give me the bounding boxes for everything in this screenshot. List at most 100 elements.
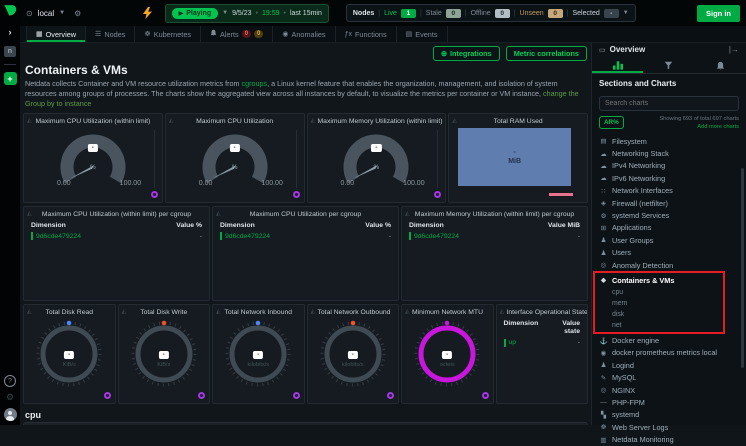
table-chart-card[interactable]: ◭ Maximum Memory Utilization (within lim… xyxy=(401,206,588,301)
sidebar-section-item[interactable]: ∷ Network Interfaces xyxy=(592,185,746,197)
chart-corner-icon[interactable]: ◭ xyxy=(27,210,32,217)
sidebar-section-item[interactable]: ◎ Anomaly Detection xyxy=(592,259,746,271)
anomaly-rate-icon[interactable] xyxy=(151,191,158,198)
tab-functions[interactable]: ƒxFunctions xyxy=(336,26,397,42)
ring-chart-card[interactable]: ◭ Total Network Outbound - kilobits/s xyxy=(307,304,400,404)
anomaly-rate-icon[interactable] xyxy=(104,392,111,399)
tab-overview[interactable]: ▦Overview xyxy=(26,26,86,42)
search-charts-input[interactable] xyxy=(599,96,739,111)
sidebar-section-item[interactable]: ☸ Web Server Logs xyxy=(592,421,746,433)
playing-button[interactable]: ▶Playing xyxy=(172,8,219,19)
sidebar-section-item[interactable]: ◉ docker prometheus metrics local xyxy=(592,347,746,359)
tab-anomalies[interactable]: ◉Anomalies xyxy=(273,26,335,42)
sidebar-section-item[interactable]: ♟ User Groups xyxy=(592,234,746,246)
gauge-chart-card[interactable]: ◭ Maximum CPU Utilization (within limit)… xyxy=(23,113,163,203)
nodes-indicator[interactable]: Nodes | Live1 | Stale0 | Offline0 | Unse… xyxy=(346,4,636,22)
node-shortcut-button[interactable]: n xyxy=(4,46,16,57)
sidebar-subsection-item[interactable]: cpu xyxy=(595,287,723,298)
sidebar-section-item[interactable]: ⚙ systemd Services xyxy=(592,209,746,221)
node-selector[interactable]: local xyxy=(38,9,54,18)
chart-corner-icon[interactable]: ◭ xyxy=(122,308,127,315)
caret-down-icon[interactable]: ▼ xyxy=(623,10,629,16)
table-row[interactable]: 9d6cde479224 - xyxy=(402,231,587,241)
netdata-logo[interactable] xyxy=(3,3,17,17)
help-button[interactable]: ? xyxy=(4,375,16,387)
table-chart-card[interactable]: ◭ Maximum CPU Utilization (within limit)… xyxy=(23,206,210,301)
table-row[interactable]: 9d6cde479224 - xyxy=(213,231,398,241)
chart-corner-icon[interactable]: ◭ xyxy=(405,308,410,315)
tab-kubernetes[interactable]: ☸Kubernetes xyxy=(135,26,201,42)
sidebar-section-item[interactable]: ◈ Firewall (netfilter) xyxy=(592,197,746,209)
sidebar-section-item[interactable]: — PHP-FPM xyxy=(592,396,746,408)
user-avatar[interactable] xyxy=(4,408,17,421)
anomaly-rate-icon[interactable] xyxy=(434,191,441,198)
anomaly-rate-icon[interactable] xyxy=(387,392,394,399)
caret-down-icon[interactable]: ▼ xyxy=(59,10,65,16)
chart-corner-icon[interactable]: ◭ xyxy=(216,210,221,217)
add-space-button[interactable]: + xyxy=(4,72,17,85)
chart-corner-icon[interactable]: ◭ xyxy=(311,308,316,315)
anomaly-rate-icon[interactable] xyxy=(293,392,300,399)
chart-corner-icon[interactable]: ◭ xyxy=(452,117,457,124)
chart-corner-icon[interactable]: ◭ xyxy=(500,308,505,315)
sidebar-tab-filter[interactable] xyxy=(643,58,694,73)
add-more-charts-link[interactable]: Add more charts xyxy=(697,124,739,130)
node-settings-gear-icon[interactable]: ⚙ xyxy=(74,9,81,18)
sidebar-section-item[interactable]: ▤ Filesystem xyxy=(592,135,746,147)
chart-corner-icon[interactable]: ◭ xyxy=(27,117,32,124)
integrations-button[interactable]: ⊕Integrations xyxy=(433,46,500,61)
sidebar-subsection-item[interactable]: net xyxy=(595,320,723,331)
sidebar-section-item-containers-vms[interactable]: ◆ Containers & VMs xyxy=(595,274,723,286)
date-picker[interactable]: ▶Playing ▼ 9/5/23 • 19:59 • last 15min xyxy=(165,4,329,23)
chart-corner-icon[interactable]: ◭ xyxy=(405,210,410,217)
table-chart-card[interactable]: ◭ Maximum CPU Utilization per cgroup Dim… xyxy=(212,206,399,301)
ring-chart-card[interactable]: ◭ Total Disk Read - KiB/s xyxy=(23,304,116,404)
tab-nodes[interactable]: ☰Nodes xyxy=(86,26,135,42)
gauge-chart-card[interactable]: ◭ Maximum Memory Utilization (within lim… xyxy=(307,113,447,203)
sidebar-scrollbar[interactable] xyxy=(741,168,744,368)
collapse-sidebar-icon[interactable]: |→ xyxy=(729,45,739,54)
sidebar-tab-alerts[interactable] xyxy=(695,58,746,73)
sidebar-subsection-item[interactable]: disk xyxy=(595,309,723,320)
sidebar-section-item[interactable]: ☁ IPv4 Networking xyxy=(592,160,746,172)
ring-chart-card[interactable]: ◭ Total Disk Write - KiB/s xyxy=(118,304,211,404)
chart-corner-icon[interactable]: ◭ xyxy=(311,117,316,124)
anomaly-rate-icon[interactable] xyxy=(482,392,489,399)
settings-gear-icon[interactable]: ⚙ xyxy=(6,392,14,403)
anomaly-rate-badge[interactable]: AR% xyxy=(599,116,624,129)
table-row[interactable]: up - xyxy=(497,338,588,348)
chart-corner-icon[interactable]: ◭ xyxy=(27,308,32,315)
sidebar-section-item[interactable]: ☁ IPv6 Networking xyxy=(592,172,746,184)
table-row[interactable]: 9d6cde479224 - xyxy=(24,231,209,241)
interface-states-card[interactable]: ◭ Interface Operational States Dimension… xyxy=(496,304,589,404)
chart-corner-icon[interactable]: ◭ xyxy=(216,308,221,315)
expand-rail-icon[interactable]: › xyxy=(9,27,12,37)
anomaly-rate-icon[interactable] xyxy=(198,392,205,399)
cgroups-link[interactable]: cgroups xyxy=(242,79,268,88)
sidebar-section-item[interactable]: ♟ Logind xyxy=(592,359,746,371)
ram-used-chart-card[interactable]: ◭ Total RAM Used - MiB xyxy=(448,113,588,203)
chart-resize-handle[interactable] xyxy=(296,130,297,188)
sidebar-section-item[interactable]: ☁ Networking Stack xyxy=(592,147,746,159)
sidebar-section-item[interactable]: ▚ systemd xyxy=(592,409,746,421)
sidebar-section-item[interactable]: ◎ NGINX xyxy=(592,384,746,396)
news-bolt-icon[interactable] xyxy=(143,7,152,19)
gauge-chart-card[interactable]: ◭ Maximum CPU Utilization - % 0.00 100.0… xyxy=(165,113,305,203)
sidebar-section-item[interactable]: ♟ Users xyxy=(592,246,746,258)
sidebar-section-item[interactable]: ✎ MySQL xyxy=(592,372,746,384)
chart-corner-icon[interactable]: ◭ xyxy=(169,117,174,124)
tab-alerts[interactable]: Alerts 0 0 xyxy=(201,26,273,42)
sidebar-section-item[interactable]: ⊞ Applications xyxy=(592,222,746,234)
ring-chart-card[interactable]: ◭ Total Network Inbound - kilobits/s xyxy=(212,304,305,404)
tab-events[interactable]: ▤Events xyxy=(397,26,448,42)
sidebar-subsection-item[interactable]: mem xyxy=(595,298,723,309)
chart-resize-handle[interactable] xyxy=(154,130,155,188)
ring-chart-card[interactable]: ◭ Minimum Network MTU - octets xyxy=(401,304,494,404)
metric-correlations-button[interactable]: Metric correlations xyxy=(506,46,587,61)
sidebar-tab-charts[interactable] xyxy=(592,58,643,73)
sidebar-section-item[interactable]: ▥ Netdata Monitoring xyxy=(592,434,746,446)
sign-in-button[interactable]: Sign in xyxy=(697,5,740,22)
sidebar-section-item[interactable]: ⚓ Docker engine xyxy=(592,334,746,346)
anomaly-rate-icon[interactable] xyxy=(293,191,300,198)
chart-resize-handle[interactable] xyxy=(437,130,438,188)
